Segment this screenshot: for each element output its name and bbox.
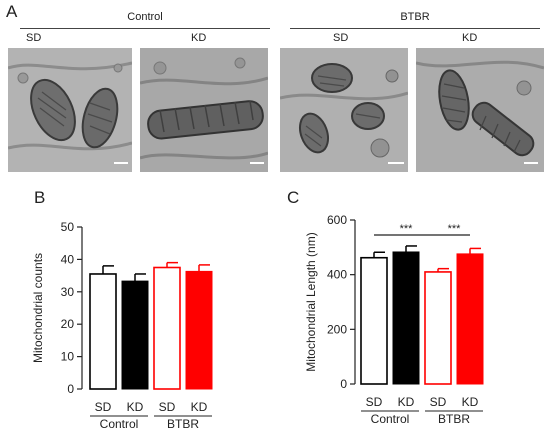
y-axis-label: Mitochondrial counts xyxy=(31,253,45,363)
significance-label-0: *** xyxy=(400,223,414,235)
y-tick-label-200: 200 xyxy=(327,322,347,336)
bar-0 xyxy=(360,256,388,385)
micrograph-btbr-sd xyxy=(280,48,408,172)
bar-3 xyxy=(185,270,213,390)
bar-0 xyxy=(89,273,117,390)
x-tick-label-0: SD xyxy=(95,400,112,414)
panel-c-letter: C xyxy=(287,188,300,207)
group-label-control: Control xyxy=(127,11,163,23)
y-tick-label-40: 40 xyxy=(61,252,75,266)
x-tick-label-1: KD xyxy=(127,400,144,414)
cond-label-btbr-sd: SD xyxy=(333,32,349,44)
y-axis-label: Mitochondrial Length (nm) xyxy=(304,232,318,371)
y-tick-label-20: 20 xyxy=(61,317,75,331)
significance-label-1: *** xyxy=(448,223,462,235)
chart-mitochondrial-counts: 0 10 20 30 40 50 Mitochondrial counts SD KD SD KD C… xyxy=(31,220,213,431)
group-rule-btbr xyxy=(290,28,540,29)
x-tick-label-2: SD xyxy=(159,400,176,414)
y-tick-label-600: 600 xyxy=(327,213,347,227)
micrograph-control-sd xyxy=(8,48,132,172)
group-label-0: Control xyxy=(100,417,139,431)
cond-label-control-sd: SD xyxy=(26,32,42,44)
y-tick-label-50: 50 xyxy=(61,220,75,234)
x-tick-label-3: KD xyxy=(462,395,479,409)
cond-label-control-kd: KD xyxy=(191,32,207,44)
group-label-btbr: BTBR xyxy=(400,11,430,23)
chart-mitochondrial-length: 0 200 400 600 Mitochondrial Length (nm) SD KD S… xyxy=(304,213,484,426)
micrograph-control-kd xyxy=(140,48,268,172)
bar-1 xyxy=(121,280,149,390)
x-tick-label-2: SD xyxy=(430,395,447,409)
cond-label-btbr-kd: KD xyxy=(462,32,478,44)
x-tick-label-3: KD xyxy=(191,400,208,414)
y-tick-label-10: 10 xyxy=(61,350,75,364)
bar-1 xyxy=(392,251,420,385)
micrograph-btbr-kd xyxy=(416,48,544,172)
y-tick-label-30: 30 xyxy=(61,285,75,299)
x-tick-label-0: SD xyxy=(366,395,383,409)
group-label-1: BTBR xyxy=(438,412,470,426)
bar-2 xyxy=(424,271,452,385)
group-label-1: BTBR xyxy=(167,417,199,431)
panel-a-letter: A xyxy=(6,2,18,21)
x-tick-label-1: KD xyxy=(398,395,415,409)
group-label-0: Control xyxy=(371,412,410,426)
bar-2 xyxy=(153,266,181,390)
group-rule-control xyxy=(20,28,270,29)
y-tick-label-0: 0 xyxy=(67,382,74,396)
bar-3 xyxy=(456,253,484,385)
y-tick-label-0: 0 xyxy=(340,377,347,391)
panel-b-letter: B xyxy=(34,188,46,207)
y-tick-label-400: 400 xyxy=(327,268,347,282)
